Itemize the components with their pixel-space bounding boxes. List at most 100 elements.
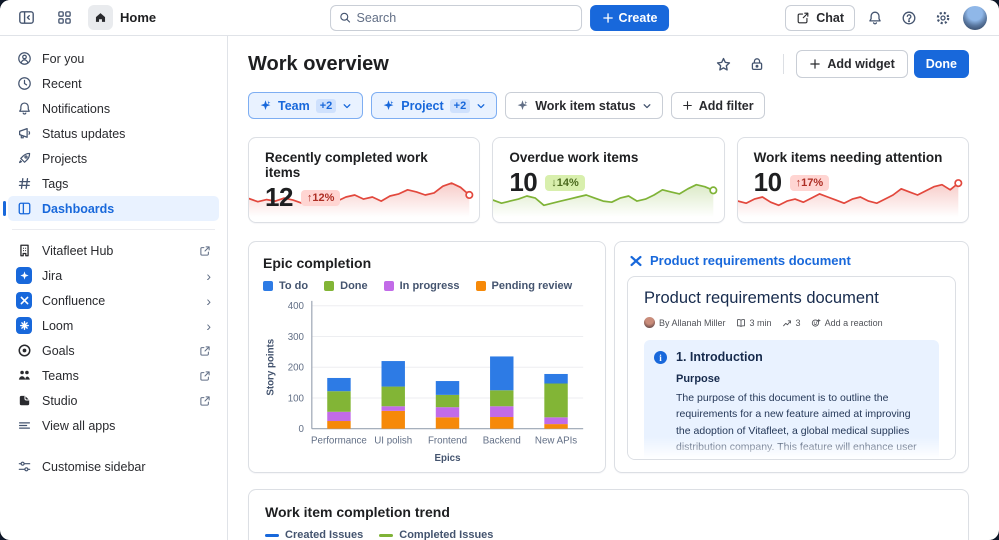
sidebar-item-notifications[interactable]: Notifications (8, 96, 219, 121)
sidebar-item-customise[interactable]: Customise sidebar (8, 454, 219, 479)
home-label: Home (120, 10, 157, 25)
delta-badge: ↑17% (789, 174, 830, 191)
create-button[interactable]: Create (589, 4, 670, 31)
settings-button[interactable] (929, 4, 957, 32)
legend-swatch (265, 533, 279, 537)
home-breadcrumb[interactable]: Home (88, 5, 156, 30)
epic-completion-widget: Epic completion To do Done In progress P… (248, 241, 606, 473)
chevron-down-icon (477, 103, 485, 108)
sidebar-divider (12, 229, 215, 230)
delta-badge: ↓14% (545, 174, 585, 191)
stat-card-needing-attention: Work items needing attention 10 ↑17% (736, 137, 969, 223)
chart-legend: Created Issues Completed Issues (265, 529, 952, 540)
sidebar-item-projects[interactable]: Projects (8, 146, 219, 171)
external-link-icon (199, 395, 211, 407)
filter-count-badge: +2 (449, 98, 471, 113)
legend-item-completed: Completed Issues (379, 529, 493, 540)
header-divider (783, 54, 785, 74)
collapse-sidebar-icon (18, 11, 34, 24)
sidebar-item-tags[interactable]: Tags (8, 171, 219, 196)
sparkline-chart (493, 183, 718, 217)
star-icon (716, 57, 731, 71)
clock-icon (16, 76, 32, 91)
external-link-icon (199, 245, 211, 257)
jira-app-icon (16, 267, 32, 284)
sidebar-item-vitafleet-hub[interactable]: Vitafleet Hub (8, 238, 219, 263)
stat-value: 12 (265, 182, 293, 212)
add-widget-button[interactable]: Add widget (796, 50, 908, 78)
svg-text:200: 200 (288, 363, 305, 374)
filter-chip-team[interactable]: Team +2 (248, 92, 364, 119)
sparkline-chart (249, 182, 474, 217)
sidebar-item-for-you[interactable]: For you (8, 46, 219, 71)
app-switcher-icon (57, 11, 71, 24)
megaphone-icon (16, 126, 32, 141)
topbar-right: Chat (785, 4, 987, 32)
collapse-sidebar-button[interactable] (12, 4, 40, 32)
external-link-icon (199, 345, 211, 357)
legend-swatch (475, 281, 486, 291)
page-title: Work overview (248, 52, 389, 75)
emoji-add-icon (811, 318, 821, 327)
chevron-right-icon: › (206, 317, 211, 334)
svg-text:Performance: Performance (311, 435, 367, 446)
sidebar-item-goals[interactable]: Goals (8, 338, 219, 363)
topbar-left: Home (12, 4, 156, 32)
page-actions: Add widget Done (709, 50, 969, 78)
prd-widget-header[interactable]: Product requirements document (615, 242, 968, 276)
prd-widget-title[interactable]: Product requirements document (650, 253, 851, 268)
user-avatar[interactable] (963, 5, 987, 30)
legend-item-done: Done (324, 280, 368, 292)
prd-document-preview: Product requirements document By Allanah… (627, 276, 956, 460)
help-button[interactable] (895, 4, 923, 32)
bell-icon (869, 11, 881, 24)
legend-item-created: Created Issues (265, 529, 363, 540)
views-count: 3 (782, 318, 801, 328)
stacked-bar-chart: 0 100 200 300 400 Performance UI polish Fronten… (266, 300, 584, 464)
sidebar-item-confluence[interactable]: Confluence › (8, 288, 219, 313)
filter-chip-work-item-status[interactable]: Work item status (505, 92, 663, 119)
app-switcher-button[interactable] (50, 4, 78, 32)
search-box[interactable] (329, 4, 582, 31)
filter-count-badge: +2 (315, 98, 337, 113)
sidebar-item-jira[interactable]: Jira › (8, 263, 219, 288)
done-button[interactable]: Done (913, 50, 969, 78)
plus-icon (682, 101, 692, 110)
stat-cards-row: Recently completed work items 12 ↑12% Ov… (248, 137, 969, 223)
read-time: 3 min (736, 318, 772, 328)
svg-text:Backend: Backend (483, 435, 521, 446)
jira-filter-icon (382, 99, 395, 112)
sidebar-item-teams[interactable]: Teams (8, 363, 219, 388)
notifications-bell-button[interactable] (861, 4, 889, 32)
sidebar-item-loom[interactable]: Loom › (8, 313, 219, 338)
lock-button[interactable] (743, 50, 771, 78)
add-filter-button[interactable]: Add filter (670, 92, 765, 119)
search-input[interactable] (356, 10, 573, 25)
legend-item-pending-review: Pending review (475, 280, 572, 292)
jira-filter-icon (259, 99, 272, 112)
studio-icon (16, 393, 32, 408)
top-navigation-bar: Home Create Chat (0, 0, 999, 36)
chart-title: Epic completion (263, 255, 372, 271)
chevron-right-icon: › (206, 267, 211, 284)
add-reaction[interactable]: Add a reaction (811, 318, 883, 328)
sidebar-item-dashboards[interactable]: Dashboards (3, 196, 219, 221)
sidebar-item-studio[interactable]: Studio (8, 388, 219, 413)
chat-button[interactable]: Chat (785, 4, 855, 31)
legend-item-todo: To do (263, 280, 308, 292)
sidebar-item-status-updates[interactable]: Status updates (8, 121, 219, 146)
intro-info-panel: i 1. Introduction Purpose The purpose of… (644, 340, 939, 459)
svg-text:New APIs: New APIs (535, 435, 577, 446)
favourite-star-button[interactable] (709, 50, 737, 78)
hash-icon (16, 176, 32, 191)
svg-text:Frontend: Frontend (428, 435, 467, 446)
building-icon (16, 243, 32, 258)
person-circle-icon (16, 51, 32, 66)
filter-chip-project[interactable]: Project +2 (371, 92, 498, 119)
sidebar-item-view-all-apps[interactable]: View all apps (8, 413, 219, 438)
stat-value: 10 (509, 167, 538, 197)
sidebar-item-recent[interactable]: Recent (8, 71, 219, 96)
target-icon (16, 343, 32, 358)
search-icon (339, 12, 350, 23)
gear-icon (936, 11, 950, 24)
